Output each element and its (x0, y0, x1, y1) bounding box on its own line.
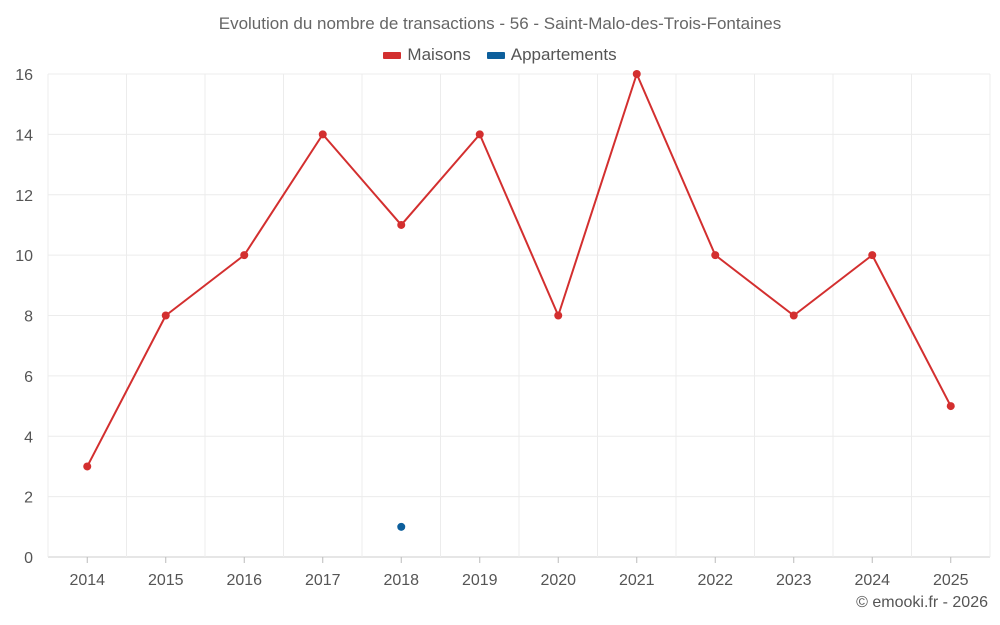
data-point-maisons-2018[interactable] (397, 220, 406, 229)
legend-label-appartements: Appartements (510, 45, 617, 64)
x-tick-label-2021: 2021 (619, 572, 655, 589)
x-tick-label-2019: 2019 (462, 572, 498, 589)
data-point-maisons-2022[interactable] (711, 251, 720, 260)
y-tick-label-2: 2 (24, 490, 33, 507)
x-tick-label-2022: 2022 (697, 572, 733, 589)
data-point-appartements-2018[interactable] (397, 522, 406, 531)
x-tick-label-2015: 2015 (148, 572, 184, 589)
x-tick-label-2014: 2014 (69, 572, 105, 589)
y-tick-label-4: 4 (24, 429, 33, 446)
data-point-maisons-2025[interactable] (946, 402, 955, 411)
data-point-maisons-2021[interactable] (632, 70, 641, 78)
legend-item-maisons[interactable]: Maisons (383, 45, 471, 65)
legend-swatch-maisons (383, 51, 402, 59)
y-tick-label-6: 6 (24, 369, 33, 386)
y-tick-label-12: 12 (15, 188, 33, 205)
y-tick-label-14: 14 (15, 127, 33, 144)
data-point-maisons-2020[interactable] (554, 311, 563, 320)
x-tick-label-2017: 2017 (305, 572, 341, 589)
data-point-maisons-2023[interactable] (789, 311, 798, 320)
data-point-maisons-2019[interactable] (475, 130, 484, 139)
legend-label-maisons: Maisons (407, 45, 471, 64)
data-point-maisons-2014[interactable] (83, 462, 92, 471)
legend-item-appartements[interactable]: Appartements (486, 45, 617, 65)
y-tick-label-10: 10 (15, 248, 33, 265)
data-point-maisons-2017[interactable] (318, 130, 327, 139)
data-point-maisons-2015[interactable] (161, 311, 170, 320)
y-tick-label-0: 0 (24, 550, 33, 567)
x-tick-label-2020: 2020 (540, 572, 576, 589)
y-tick-label-16: 16 (15, 67, 33, 84)
x-tick-label-2025: 2025 (933, 572, 969, 589)
data-point-maisons-2016[interactable] (240, 251, 249, 260)
y-tick-label-8: 8 (24, 309, 33, 326)
x-tick-label-2024: 2024 (854, 572, 890, 589)
credit-text: © emooki.fr - 2026 (856, 594, 988, 611)
series-line-maisons (86, 73, 952, 467)
x-tick-label-2016: 2016 (226, 572, 262, 589)
legend: Maisons Appartements (0, 45, 1000, 65)
x-tick-label-2023: 2023 (776, 572, 812, 589)
x-tick-label-2018: 2018 (383, 572, 419, 589)
data-point-maisons-2024[interactable] (868, 251, 877, 260)
chart-title: Evolution du nombre de transactions - 56… (218, 14, 782, 33)
legend-swatch-appartements (486, 51, 505, 59)
